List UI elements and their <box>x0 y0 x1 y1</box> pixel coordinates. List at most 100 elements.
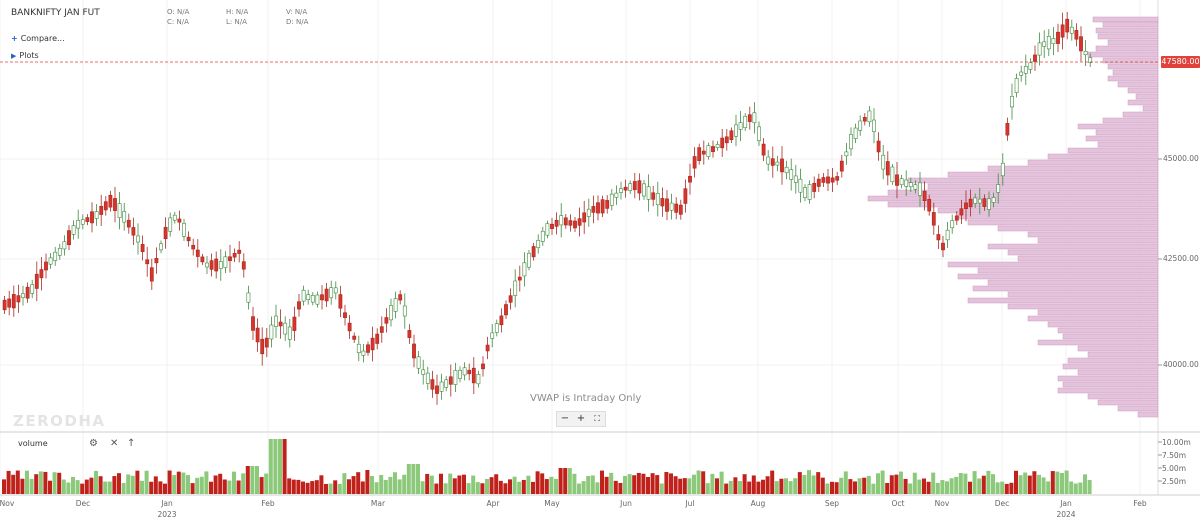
candle-body <box>209 260 214 270</box>
volume-profile-bar <box>1057 327 1159 334</box>
volume-bar <box>719 471 724 494</box>
candle-body <box>941 242 945 251</box>
candle-body <box>462 367 467 376</box>
candle-body <box>99 205 104 215</box>
volume-bar <box>636 472 641 494</box>
month-label: Nov <box>0 499 15 508</box>
candle-body <box>117 203 122 219</box>
volume-profile-bar <box>927 183 1159 190</box>
year-label: 2024 <box>1056 510 1076 519</box>
gear-icon[interactable]: ⚙ <box>89 438 98 449</box>
volume-bar <box>20 478 25 494</box>
candle-body <box>720 137 725 149</box>
month-label: Jan <box>1060 499 1072 508</box>
candle-body <box>182 222 186 237</box>
volume-bar <box>738 481 742 494</box>
volume-bar <box>917 479 922 494</box>
volume-bar <box>972 471 977 494</box>
plots-button[interactable]: ▶ Plots <box>11 51 39 60</box>
volume-bar <box>117 473 121 494</box>
candle-body <box>333 287 338 294</box>
arrow-up-icon[interactable]: ↑ <box>127 438 136 449</box>
volume-bar <box>664 471 669 494</box>
candle-body <box>62 241 67 250</box>
candle-body <box>246 292 251 303</box>
volume-profile-bar <box>1127 99 1159 106</box>
volume-bar <box>158 481 163 494</box>
month-label: Mar <box>370 499 386 508</box>
volume-bar <box>475 482 480 494</box>
volume-bar <box>6 470 11 494</box>
price-tick: 40000.00 <box>1163 360 1199 369</box>
volume-bar <box>324 483 328 494</box>
candle-body <box>922 190 927 202</box>
candle-body <box>122 211 127 223</box>
volume-bar <box>1027 475 1032 494</box>
candle-body <box>444 379 449 388</box>
candle-body <box>642 183 646 197</box>
zoom-in-button[interactable]: + <box>576 413 586 424</box>
volume-bar <box>756 481 761 494</box>
volume-bar <box>199 476 204 494</box>
candle-body <box>752 112 757 124</box>
volume-bar <box>839 477 844 494</box>
volume-bar <box>268 439 273 494</box>
candle-body <box>973 197 978 204</box>
volume-profile-bar <box>1062 333 1159 340</box>
volume-bar <box>646 477 650 494</box>
volume-profile-bar <box>1097 33 1159 40</box>
volume-profile-bar <box>1112 69 1159 76</box>
volume-bar <box>126 474 131 494</box>
volume-profile-bar <box>1117 81 1159 88</box>
volume-bar <box>356 472 361 494</box>
candle-body <box>1033 54 1037 62</box>
volume-bar <box>747 481 752 494</box>
volume-bar <box>641 473 646 494</box>
candle-body <box>536 239 541 249</box>
volume-bar <box>774 481 779 494</box>
volume-profile-bar <box>1092 16 1159 23</box>
candle-body <box>375 333 380 344</box>
volume-bar <box>305 482 310 494</box>
volume-bar <box>1050 471 1055 494</box>
volume-bar <box>991 474 995 494</box>
volume-profile-bar <box>887 201 1159 208</box>
volume-bar <box>742 474 747 494</box>
volume-profile-bar <box>1067 357 1159 364</box>
candle-body <box>1083 50 1088 56</box>
candle-body <box>1079 36 1083 52</box>
fullscreen-button[interactable]: ⛶ <box>594 414 600 423</box>
zoom-out-button[interactable]: − <box>560 413 570 424</box>
candle-body <box>614 192 619 198</box>
volume-bar <box>604 476 609 494</box>
volume-bar <box>958 473 963 494</box>
volume-bar <box>273 439 278 494</box>
candle-body <box>228 256 232 261</box>
candle-body <box>260 338 265 355</box>
close-icon[interactable]: ✕ <box>110 438 119 449</box>
volume-profile-bar <box>987 165 1159 172</box>
volume-bar <box>232 471 236 494</box>
candle-body <box>48 257 53 265</box>
volume-panel-label: volume <box>18 439 48 448</box>
candle-body <box>701 150 706 155</box>
candle-body <box>320 294 324 301</box>
volume-bar <box>57 472 62 494</box>
candle-body <box>991 197 996 203</box>
candle-body <box>885 161 890 176</box>
candle-body <box>968 198 973 208</box>
candle-body <box>977 198 982 204</box>
volume-bar <box>618 482 623 494</box>
candle-body <box>913 184 918 190</box>
volume-bar <box>15 470 20 494</box>
volume-bar <box>241 473 246 494</box>
volume-bar <box>195 477 200 494</box>
candle-body <box>490 332 495 339</box>
candle-body <box>931 212 936 226</box>
compare-button[interactable]: + Compare... <box>11 34 65 43</box>
triangle-right-icon: ▶ <box>11 52 17 60</box>
candle-body <box>987 198 991 210</box>
volume-bar <box>692 474 696 494</box>
candle-body <box>435 385 439 394</box>
